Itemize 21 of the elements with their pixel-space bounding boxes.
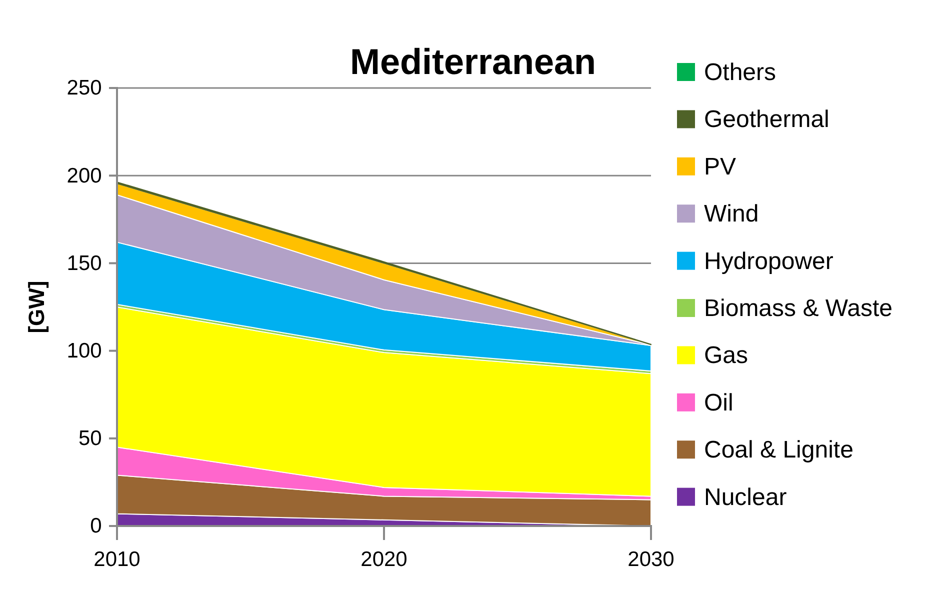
legend-label: Nuclear: [704, 484, 787, 511]
chart-title: Mediterranean: [350, 41, 596, 82]
y-tick-label: 250: [66, 76, 102, 100]
y-tick-label: 50: [78, 427, 102, 450]
x-tick-label: 2030: [628, 548, 674, 572]
legend-label: Biomass & Waste: [704, 295, 892, 322]
y-tick-label: 100: [66, 340, 102, 363]
y-tick-label: 150: [66, 252, 102, 275]
x-tick-label: 2010: [94, 548, 140, 572]
legend-label: Hydropower: [704, 248, 834, 275]
y-tick-label: 200: [66, 164, 102, 188]
legend-label: Gas: [704, 342, 748, 370]
legend-label: Others: [704, 59, 776, 86]
legend-label: PV: [704, 153, 736, 180]
legend-label: Geothermal: [704, 106, 830, 134]
legend-label: Coal & Lignite: [704, 436, 854, 464]
x-tick-label: 2020: [360, 548, 408, 572]
legend-label: Wind: [704, 200, 759, 228]
y-axis-title: [GW]: [24, 280, 49, 334]
legend-label: Oil: [704, 389, 734, 416]
y-tick-label: 0: [90, 514, 102, 538]
